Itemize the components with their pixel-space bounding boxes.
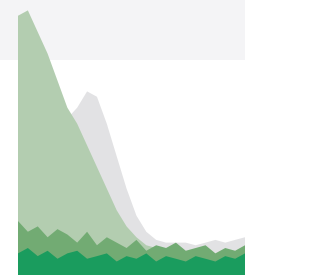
chart — [0, 0, 245, 275]
